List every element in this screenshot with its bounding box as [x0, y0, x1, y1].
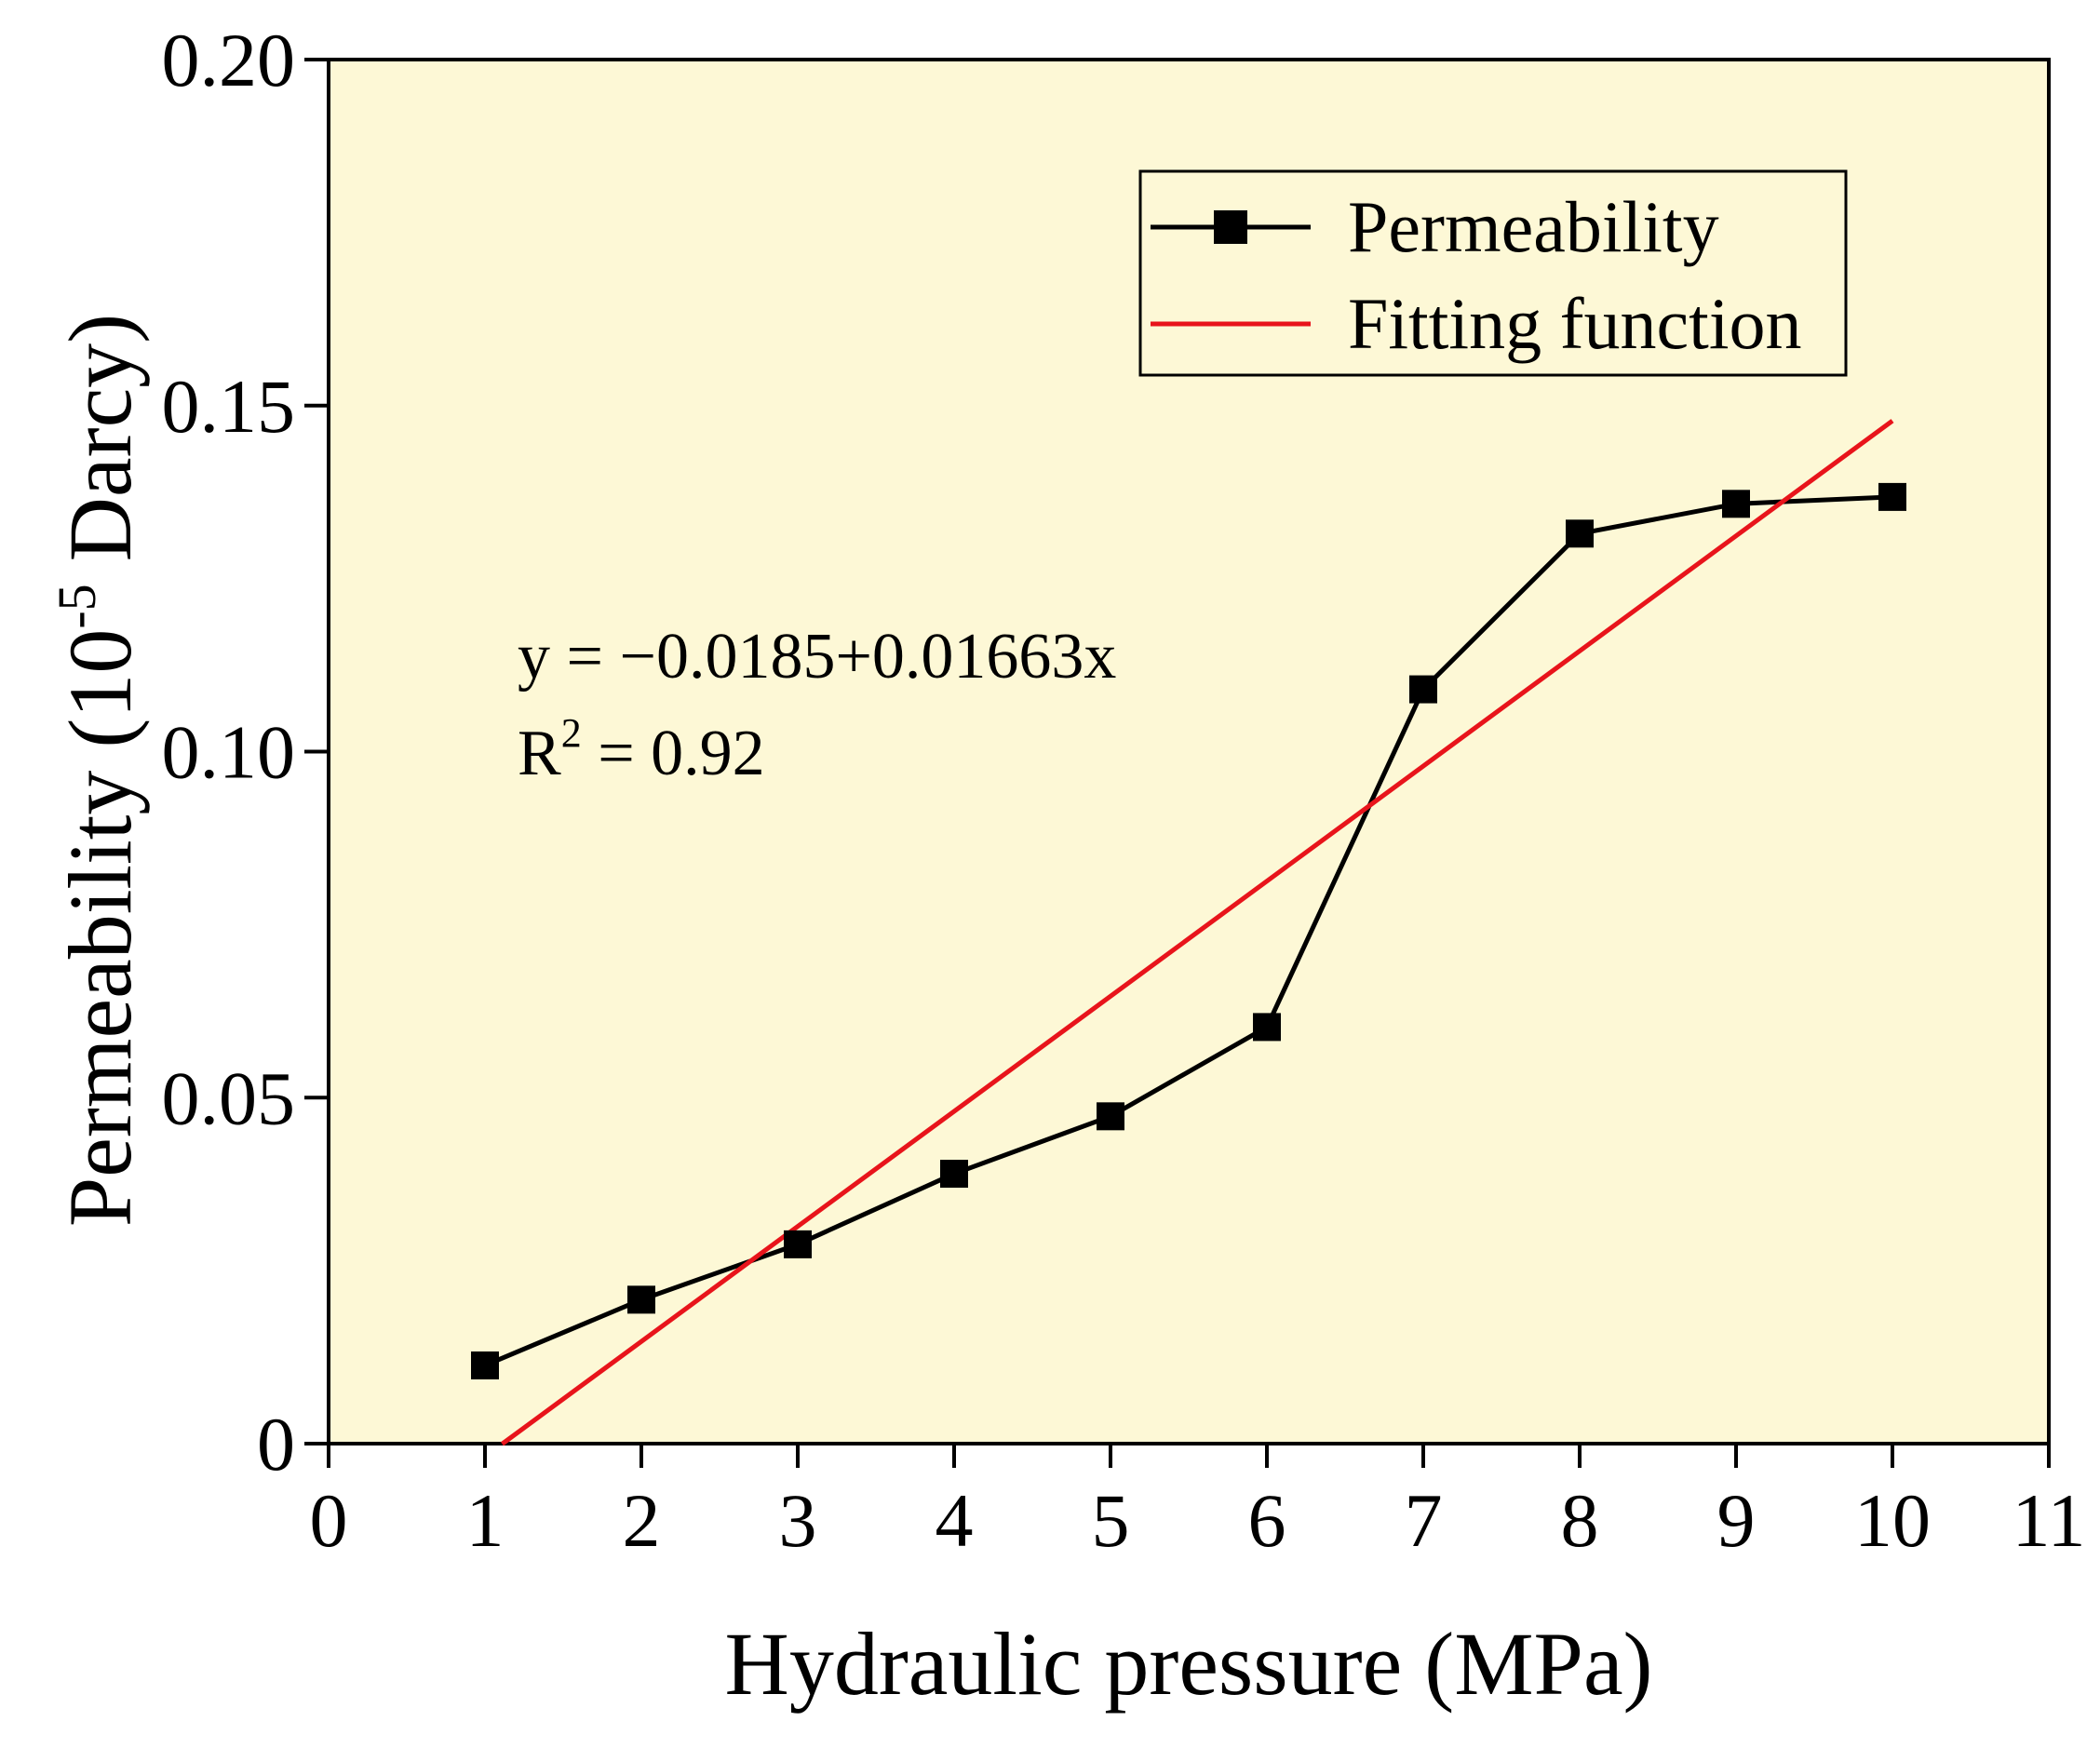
y-axis-title-exponent: -5 [47, 584, 107, 628]
y-axis-title-prefix: Permeability (10 [50, 629, 150, 1228]
permeability-point [784, 1230, 812, 1258]
permeability-point [1097, 1102, 1124, 1131]
series-layer [471, 419, 1906, 1446]
permeability-point [1878, 482, 1906, 511]
r-squared-suffix: = 0.92 [582, 718, 765, 789]
y-axis-title-suffix: Darcy) [50, 314, 150, 584]
permeability-point [1566, 519, 1594, 548]
permeability-point [471, 1351, 499, 1379]
permeability-point [1409, 675, 1437, 704]
permeability-point [1722, 490, 1750, 518]
x-tick-label: 1 [466, 1478, 505, 1563]
r-squared-prefix: R [518, 718, 561, 789]
legend: Permeability Fitting function [1138, 169, 1848, 377]
x-axis-title: Hydraulic pressure (MPa) [724, 1614, 1652, 1714]
y-tick-label: 0.20 [162, 18, 296, 102]
r-squared-exponent: 2 [561, 710, 582, 756]
legend-permeability-marker [1214, 210, 1247, 244]
x-tick-label: 11 [2012, 1478, 2086, 1563]
legend-box [1138, 169, 1848, 377]
permeability-point [940, 1160, 968, 1189]
y-tick-label: 0.05 [162, 1056, 296, 1140]
y-axis-ticks: 0 0.05 0.10 0.15 0.20 [162, 18, 329, 1486]
x-tick-label: 4 [936, 1478, 974, 1563]
x-tick-label: 10 [1854, 1478, 1931, 1563]
permeability-point [1253, 1013, 1281, 1042]
fit-r-squared: R2 = 0.92 [518, 710, 765, 789]
x-tick-label: 8 [1561, 1478, 1599, 1563]
y-tick-label: 0 [257, 1402, 295, 1486]
y-axis-title: Permeability (10-5 Darcy) [47, 314, 150, 1227]
x-axis-ticks: 0 1 2 3 4 5 6 7 8 9 10 11 [310, 1444, 2086, 1563]
legend-fitting-label: Fitting function [1348, 283, 1802, 364]
plot-background [329, 60, 2049, 1444]
x-tick-label: 6 [1248, 1478, 1286, 1563]
x-tick-label: 5 [1092, 1478, 1130, 1563]
permeability-point [627, 1285, 655, 1314]
x-tick-label: 2 [623, 1478, 661, 1563]
y-tick-label: 0.15 [162, 364, 296, 449]
fitting-function-line [500, 419, 1894, 1446]
fit-equation: y = −0.0185+0.01663x [518, 621, 1116, 692]
permeability-series-line [484, 494, 1893, 1368]
y-tick-label: 0.10 [162, 710, 296, 795]
legend-permeability-label: Permeability [1348, 186, 1719, 267]
x-tick-label: 7 [1405, 1478, 1443, 1563]
x-tick-label: 3 [779, 1478, 817, 1563]
x-tick-label: 9 [1717, 1478, 1756, 1563]
x-tick-label: 0 [310, 1478, 348, 1563]
